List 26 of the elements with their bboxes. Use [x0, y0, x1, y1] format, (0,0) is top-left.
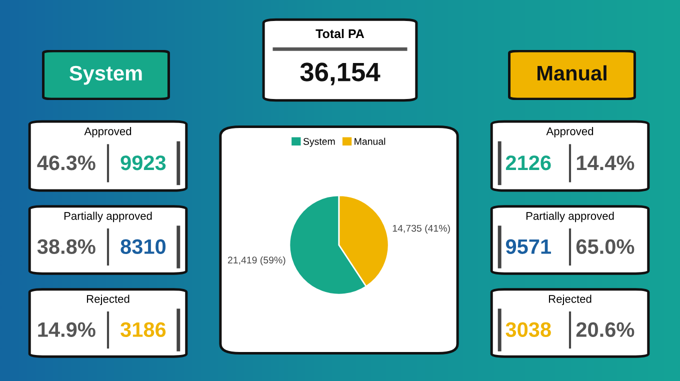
text: 14.4%	[576, 156, 634, 170]
text: Rejected	[86, 294, 130, 306]
text: 20.6%	[576, 322, 634, 337]
text: 9923	[120, 155, 166, 170]
legend-label: Manual	[354, 138, 386, 145]
text: Approved	[546, 127, 594, 138]
data-label: 21,419 (59%)	[228, 256, 286, 266]
text: 3038	[506, 322, 551, 338]
text: 2126	[506, 155, 551, 170]
text: Approved	[84, 127, 132, 138]
text: System	[70, 66, 142, 85]
text: 46.3%	[37, 155, 96, 170]
text: 65.0%	[576, 239, 634, 254]
text: 8310	[120, 239, 166, 254]
text: Manual	[538, 65, 606, 81]
text: 14.9%	[38, 322, 96, 337]
text: Partially approved	[64, 212, 152, 222]
text: Total PA	[316, 28, 364, 38]
text: Partially approved	[526, 212, 614, 222]
legend-label: System	[303, 138, 335, 147]
text: 38.8%	[37, 239, 96, 254]
text: 36,154	[300, 62, 380, 86]
text: 3186	[120, 322, 166, 338]
text: Rejected	[548, 294, 592, 306]
data-label: 14,735 (41%)	[392, 224, 450, 234]
text: 9571	[506, 239, 551, 254]
